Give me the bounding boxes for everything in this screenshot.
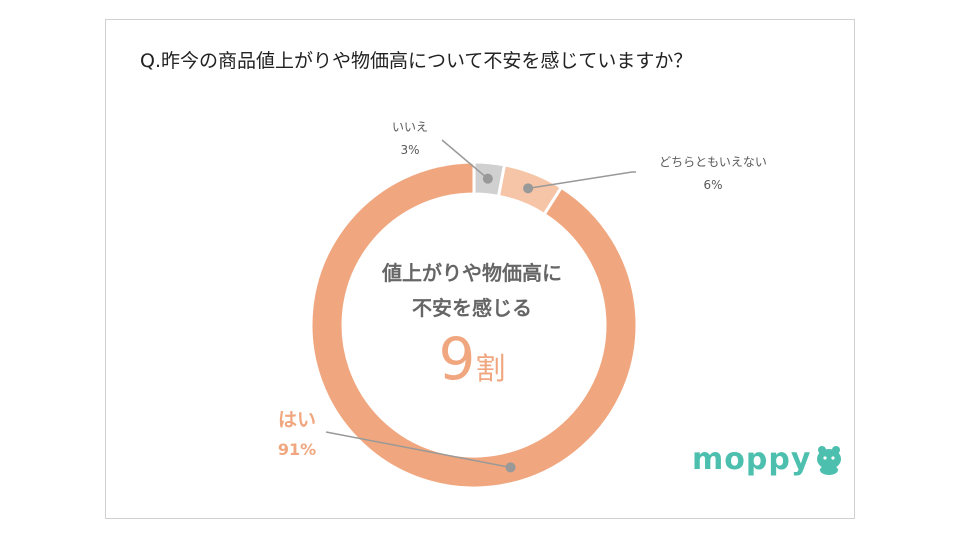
center-text-line2: 不安を感じる [412, 296, 532, 320]
label-hai-name: はい [277, 409, 316, 431]
center-text-line1: 値上がりや物価高に [382, 261, 562, 285]
label-dochira-name: どちらともいえない [659, 155, 767, 169]
mascot-icon [817, 445, 842, 475]
label-hai-value: 91% [277, 440, 317, 459]
brand-logo: moppy [692, 442, 843, 477]
chart-frame [105, 19, 855, 519]
center-value: 9割 [352, 330, 592, 388]
label-dochira-value: 6% [703, 178, 723, 192]
logo-text: moppy [692, 442, 812, 477]
leader-hai [325, 431, 516, 473]
slice-hai [309, 160, 639, 490]
chart-title: Q.昨今の商品値上がりや物価高について不安を感じていますか？ [140, 50, 693, 72]
center-value-unit: 割 [475, 352, 506, 387]
leader-dochira [523, 171, 636, 194]
leader-iie [441, 139, 493, 184]
label-iie-value: 3% [400, 143, 420, 157]
center-value-number: 9 [438, 325, 476, 393]
label-iie-name: いいえ [391, 120, 428, 134]
